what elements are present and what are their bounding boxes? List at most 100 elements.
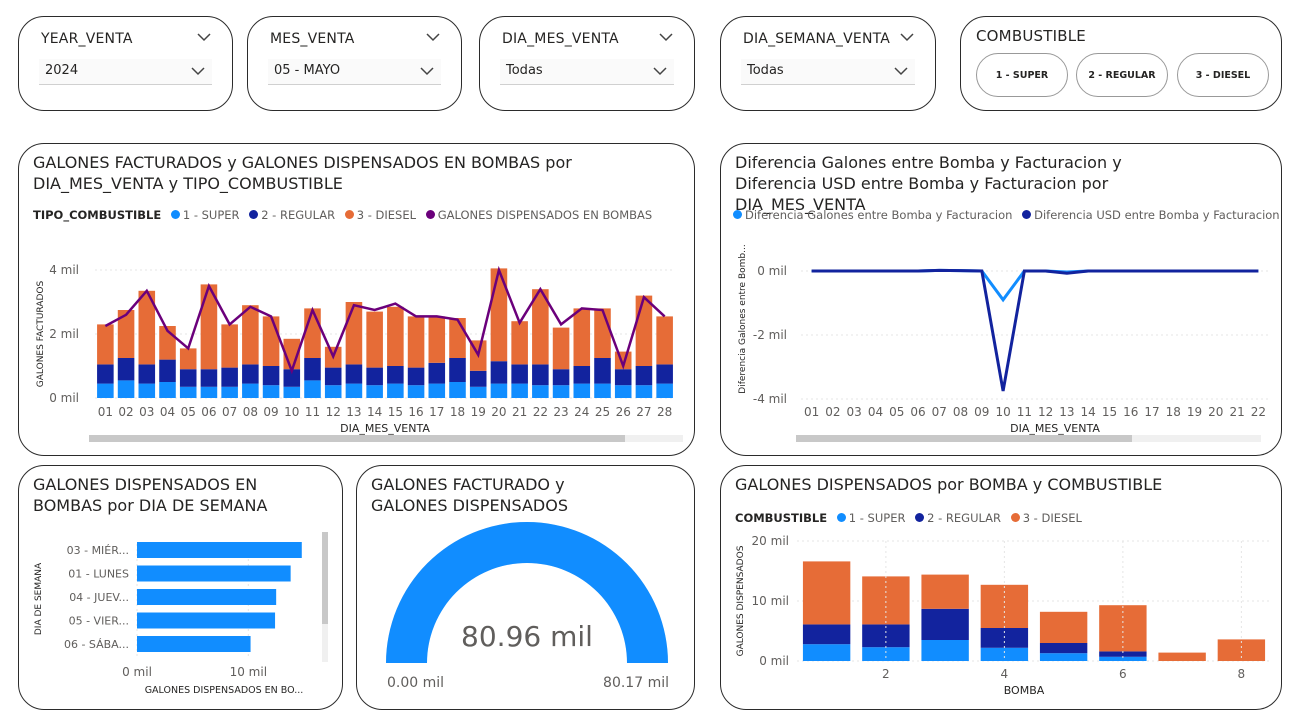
gauge-card: GALONES FACTURADO y GALONES DISPENSADOS …	[356, 465, 695, 710]
bar-segment	[221, 367, 238, 387]
chevron-down-icon[interactable]	[425, 31, 441, 43]
bar-segment	[117, 358, 135, 381]
bar-segment	[200, 369, 218, 387]
gauge-value: 80.96 mil	[461, 620, 593, 653]
bar-segment	[242, 364, 259, 384]
x-tick-label: 22	[1251, 405, 1266, 419]
legend-dot-regular	[249, 210, 259, 219]
x-tick-label: 01	[804, 405, 819, 419]
bar-segment	[387, 306, 404, 366]
y-tick-label: 03 - MIÉR...	[67, 544, 129, 557]
bar-segment	[97, 324, 114, 365]
bar-segment	[656, 316, 673, 365]
x-axis-title: BOMBA	[1004, 684, 1045, 697]
bar-segment	[532, 289, 549, 365]
bar	[137, 542, 302, 558]
x-tick-label: 22	[533, 405, 548, 419]
bar-segment	[366, 385, 383, 398]
slicer-combustible: COMBUSTIBLE 1 - SUPER 2 - REGULAR 3 - DI…	[960, 16, 1282, 111]
bar-segment	[242, 305, 259, 365]
x-tick-label: 12	[1038, 405, 1053, 419]
year-dropdown[interactable]: 2024	[39, 59, 212, 85]
bar-segment	[262, 366, 280, 386]
x-tick-label: 28	[657, 405, 672, 419]
gauge-max-label: 80.17 mil	[603, 675, 669, 691]
x-tick-label: 20	[491, 405, 506, 419]
bar-segment	[1039, 653, 1088, 661]
x-tick-label: 04	[868, 405, 883, 419]
bar-segment	[614, 369, 632, 386]
x-tick-label: 08	[953, 405, 968, 419]
bar-segment	[407, 385, 425, 398]
bar-segment	[283, 386, 301, 398]
bar-segment	[635, 366, 653, 386]
chevron-down-icon	[191, 67, 205, 76]
dia-semana-dropdown-value: Todas	[747, 63, 784, 78]
x-tick-label: 12	[326, 405, 341, 419]
legend-item: Diferencia USD entre Bomba y Facturacion	[1034, 208, 1280, 222]
x-tick-label: 6	[1119, 667, 1127, 681]
bar-segment	[366, 311, 383, 368]
combustible-option-diesel[interactable]: 3 - DIESEL	[1177, 53, 1269, 97]
x-tick-label: 15	[388, 405, 403, 419]
diferencia-card: Diferencia Galones entre Bomba y Factura…	[720, 143, 1282, 456]
diferencia-title: Diferencia Galones entre Bomba y Factura…	[735, 153, 1122, 214]
y-tick-label: 4 mil	[49, 263, 79, 277]
x-tick-label: 20	[1208, 405, 1223, 419]
x-tick-label: 14	[367, 405, 382, 419]
x-tick-label: 03	[847, 405, 862, 419]
dia-semana-dropdown[interactable]: Todas	[741, 59, 915, 85]
scrollbar-thumb	[322, 532, 328, 624]
y-tick-label: 04 - JUEV...	[69, 591, 129, 604]
scrollbar-thumb	[796, 435, 1132, 442]
bar-segment	[304, 308, 321, 358]
x-tick-label: 07	[932, 405, 947, 419]
legend-item: GALONES DISPENSADOS EN BOMBAS	[437, 208, 653, 222]
dia-semana-chart: 0 mil 10 mil 03 - MIÉR... 01 - LUNES 04 - JU…	[34, 532, 328, 696]
bar-segment	[594, 383, 611, 398]
combustible-option-super[interactable]: 1 - SUPER	[976, 53, 1068, 97]
mes-dropdown[interactable]: 05 - MAYO	[268, 59, 441, 85]
galones-por-dia-legend: TIPO_COMBUSTIBLE 1 - SUPER 2 - REGULAR 3…	[33, 208, 652, 222]
x-tick-label: 02	[118, 405, 133, 419]
slicer-dia-mes-label: DIA_MES_VENTA	[502, 31, 619, 47]
bar-segment	[532, 385, 549, 398]
bar-segment	[469, 386, 487, 398]
bar	[137, 565, 291, 582]
dia-mes-dropdown[interactable]: Todas	[500, 59, 674, 85]
bar-segment	[179, 386, 197, 398]
slicer-year: YEAR_VENTA 2024	[18, 16, 233, 111]
bar-segment	[304, 380, 321, 398]
chevron-down-icon[interactable]	[196, 31, 212, 43]
bar-segment	[1039, 611, 1088, 643]
bar-segment	[262, 385, 280, 398]
x-tick-label: 02	[825, 405, 840, 419]
x-tick-label: 11	[305, 405, 320, 419]
chevron-down-icon[interactable]	[899, 31, 915, 43]
bar-segment	[802, 561, 851, 625]
legend-item: 3 - DIESEL	[1022, 511, 1082, 525]
bar-segment	[980, 647, 1029, 661]
bar-segment	[1217, 639, 1266, 661]
legend-dot-diesel	[344, 210, 354, 219]
chevron-down-icon[interactable]	[658, 31, 674, 43]
bar-segment	[345, 302, 363, 365]
bar-segment	[97, 364, 114, 384]
bar-segment	[862, 647, 910, 661]
bar	[137, 612, 276, 629]
year-dropdown-value: 2024	[45, 63, 79, 78]
combustible-option-regular[interactable]: 2 - REGULAR	[1076, 53, 1168, 97]
legend-dot-usd	[1022, 210, 1032, 219]
legend-dot-diesel	[1010, 513, 1020, 522]
bar-segment	[532, 364, 549, 386]
x-tick-label: 03	[139, 405, 154, 419]
x-tick-label: 08	[243, 405, 258, 419]
x-tick-label: 27	[636, 405, 651, 419]
gauge-fill	[386, 522, 668, 663]
por-bomba-chart: 0 mil 10 mil 20 mil GALONES DISPENSADOS 2 4 6 8…	[736, 534, 1271, 697]
legend-dot-galones	[733, 210, 742, 219]
diferencia-legend: Diferencia Galones entre Bomba y Factura…	[731, 208, 1280, 222]
bar-segment	[138, 290, 156, 365]
x-tick-label: 16	[408, 405, 423, 419]
y-tick-label: 06 - SÁBA...	[64, 638, 129, 651]
